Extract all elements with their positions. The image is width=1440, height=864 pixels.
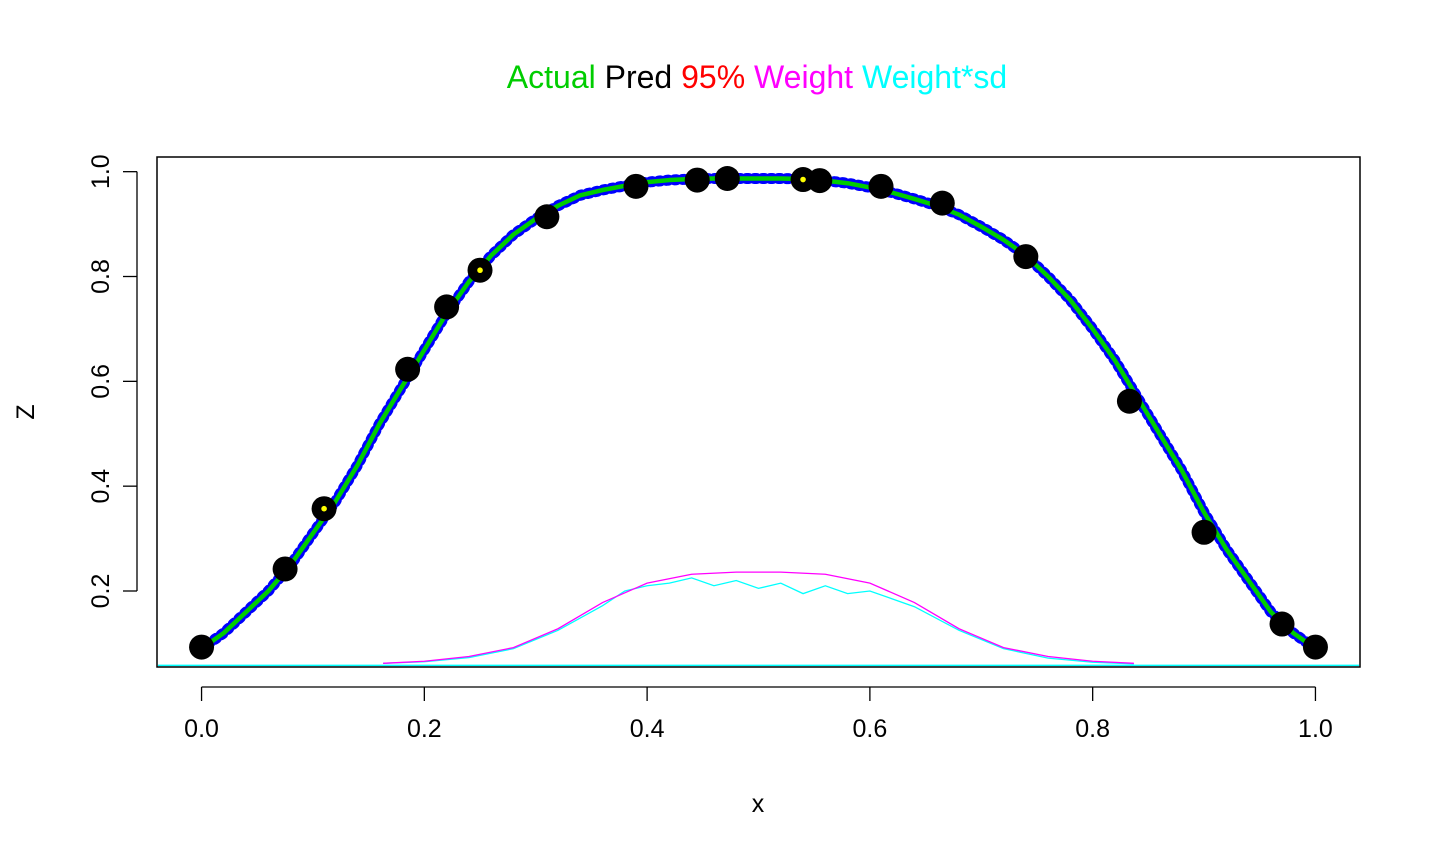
x-axis: 0.0 0.2 0.4 0.6 0.8 1.0 [184, 686, 1333, 743]
pred-point [1116, 388, 1142, 414]
x-tick-label: 0.0 [184, 715, 219, 743]
y-tick-label: 0.2 [87, 574, 115, 609]
x-tick-label: 1.0 [1298, 715, 1333, 743]
pred-point [1191, 519, 1217, 545]
x-axis-label: x [752, 790, 765, 818]
pred-point [807, 168, 833, 194]
pred-point [189, 634, 215, 660]
y-tick-label: 0.6 [87, 364, 115, 399]
y-tick-label: 0.8 [87, 259, 115, 294]
x-tick-label: 0.8 [1075, 715, 1110, 743]
pred-point [1302, 634, 1328, 660]
pred-point [434, 294, 460, 320]
series-line-weight-sd [383, 577, 1134, 665]
y-axis: 0.2 0.4 0.6 0.8 1.0 [87, 154, 138, 609]
plot-area [158, 165, 1359, 667]
series-line-weight [383, 571, 1134, 664]
y-tick-label: 1.0 [87, 154, 115, 189]
x-tick-label: 0.6 [853, 715, 888, 743]
pred-point [395, 356, 421, 382]
title-part-95: 95% [672, 59, 745, 95]
pred-point [1013, 244, 1039, 270]
highlight-point [477, 267, 483, 274]
title-part-pred: Pred [596, 59, 672, 95]
series-line-actual [200, 176, 1317, 651]
y-tick-label: 0.4 [87, 469, 115, 504]
pred-point [272, 556, 298, 582]
pred-point [534, 204, 560, 230]
highlight-point [321, 505, 327, 512]
pred-point [623, 173, 649, 199]
x-tick-label: 0.2 [407, 715, 442, 743]
y-axis-label: Z [12, 404, 40, 419]
pred-point [929, 190, 955, 216]
pred-point [714, 165, 740, 191]
pred-point [1269, 611, 1295, 637]
pred-point [868, 173, 894, 199]
x-tick-label: 0.4 [630, 715, 665, 743]
title-part-weight: Weight [745, 59, 853, 95]
pred-point [684, 167, 710, 193]
plot-frame [156, 156, 1361, 668]
highlight-point [800, 176, 806, 183]
chart-title: Actual Pred 95% Weight Weight*sd [507, 59, 1007, 95]
title-part-actual: Actual [507, 59, 596, 95]
title-part-weight-sd: Weight*sd [853, 59, 1007, 95]
